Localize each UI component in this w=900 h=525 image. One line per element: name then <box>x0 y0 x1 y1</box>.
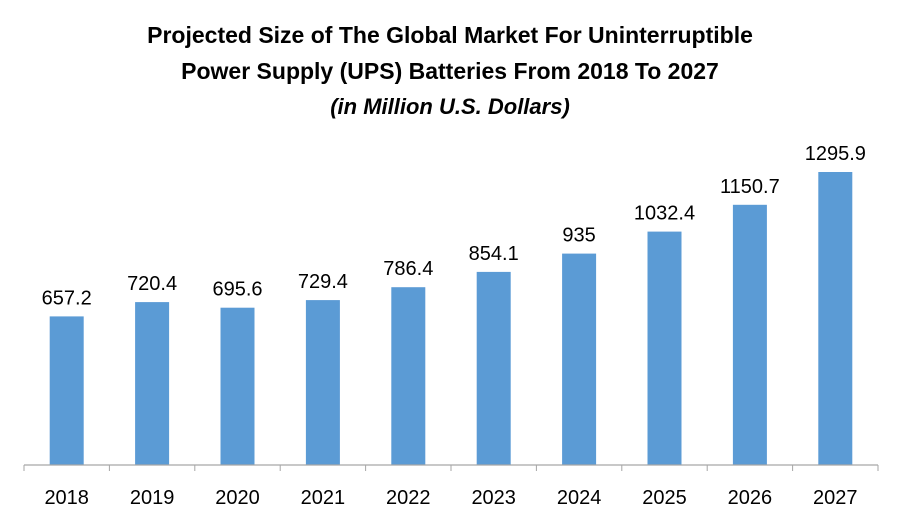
value-label-2027: 1295.9 <box>805 143 866 165</box>
chart-title-line-2: Power Supply (UPS) Batteries From 2018 T… <box>181 58 719 84</box>
bar-2023 <box>476 271 511 465</box>
value-label-2019: 720.4 <box>127 273 177 295</box>
x-tick-label-2024: 2024 <box>557 487 602 509</box>
chart-title-line-1: Projected Size of The Global Market For … <box>147 22 753 48</box>
bar-2021 <box>305 300 340 465</box>
value-label-2023: 854.1 <box>469 243 519 265</box>
bar-2025 <box>647 231 682 465</box>
x-tick-label-2018: 2018 <box>44 487 89 509</box>
value-label-2025: 1032.4 <box>634 203 695 225</box>
bar-2018 <box>49 316 84 465</box>
value-label-2026: 1150.7 <box>720 176 780 198</box>
bar-2022 <box>391 287 426 465</box>
bar-2027 <box>818 172 853 465</box>
bar-2019 <box>135 302 170 465</box>
value-labels-layer: 657.2 720.4 695.6 729.4 786.4 854.1 935 1032.4 1… <box>42 143 866 309</box>
value-label-2021: 729.4 <box>298 271 348 293</box>
bars-layer <box>49 172 853 466</box>
x-tick-label-2020: 2020 <box>215 487 260 509</box>
chart-subtitle: (in Million U.S. Dollars) <box>330 94 570 119</box>
value-label-2024: 935 <box>562 225 595 247</box>
x-tick-label-2027: 2027 <box>813 487 858 509</box>
x-tick-label-2021: 2021 <box>301 487 346 509</box>
value-label-2020: 695.6 <box>212 279 262 301</box>
x-tick-label-2025: 2025 <box>642 487 687 509</box>
x-tick-label-2022: 2022 <box>386 487 431 509</box>
bar-2020 <box>220 307 255 465</box>
value-label-2018: 657.2 <box>42 287 92 309</box>
x-axis-tick-marks <box>23 465 879 471</box>
x-tick-label-2019: 2019 <box>130 487 175 509</box>
value-label-2022: 786.4 <box>383 258 433 280</box>
x-tick-label-2023: 2023 <box>471 487 516 509</box>
bar-2026 <box>732 204 767 466</box>
x-tick-label-2026: 2026 <box>728 487 773 509</box>
x-axis-tick-labels: 2018 2019 2020 2021 2022 2023 2024 2025 2026 2027 <box>44 487 857 509</box>
bar-2024 <box>562 253 597 465</box>
